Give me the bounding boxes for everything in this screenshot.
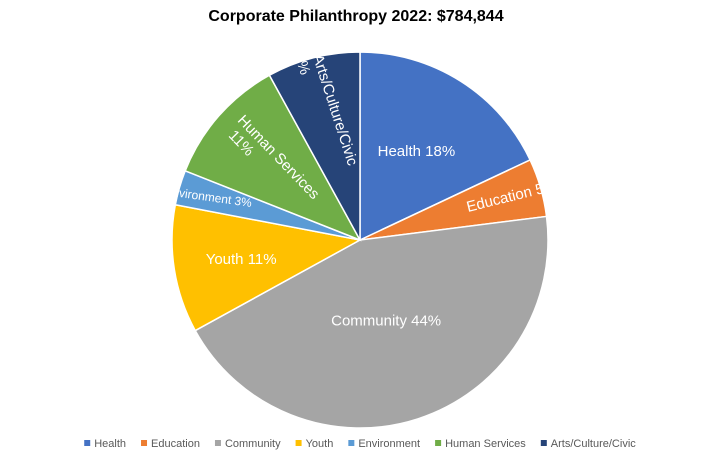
legend-label-health: Health xyxy=(94,438,126,450)
legend-item-environment: Environment xyxy=(348,438,420,450)
legend-item-youth: Youth xyxy=(295,438,334,450)
chart-title: Corporate Philanthropy 2022: $784,844 xyxy=(208,8,503,25)
legend-swatch-youth xyxy=(295,440,302,446)
legend-label-youth: Youth xyxy=(306,438,334,450)
legend-swatch-community xyxy=(214,440,221,446)
legend-item-education: Education xyxy=(141,438,200,450)
legend-item-human-services: Human Services xyxy=(435,438,526,450)
slice-label-youth: Youth 11% xyxy=(206,251,277,268)
pie-slice-community xyxy=(194,215,549,429)
pie-slice-arts-culture-civic xyxy=(268,51,361,241)
pie-slice-youth xyxy=(171,203,363,332)
chart-legend: Health Education Community Youth Environment… xyxy=(84,438,636,450)
slice-label-health: Health 18% xyxy=(378,143,456,160)
legend-item-health: Health xyxy=(84,438,126,450)
legend-label-education: Education xyxy=(151,438,200,450)
legend-swatch-health xyxy=(84,440,91,446)
legend-item-community: Community xyxy=(214,438,281,450)
legend-label-community: Community xyxy=(225,438,281,450)
legend-item-arts-culture-civic: Arts/Culture/Civic xyxy=(540,438,636,450)
slice-label-community: Community 44% xyxy=(331,312,441,329)
legend-swatch-education xyxy=(141,440,148,446)
legend-swatch-environment xyxy=(348,440,355,446)
pie-slices xyxy=(171,51,549,429)
pie-slice-health xyxy=(359,51,532,242)
legend-label-arts-culture-civic: Arts/Culture/Civic xyxy=(551,438,636,450)
legend-label-human-services: Human Services xyxy=(445,438,526,450)
pie-slice-human-services xyxy=(184,74,362,242)
legend-label-environment: Environment xyxy=(358,438,420,450)
legend-swatch-human-services xyxy=(435,440,442,446)
legend-swatch-arts-culture-civic xyxy=(540,440,547,446)
